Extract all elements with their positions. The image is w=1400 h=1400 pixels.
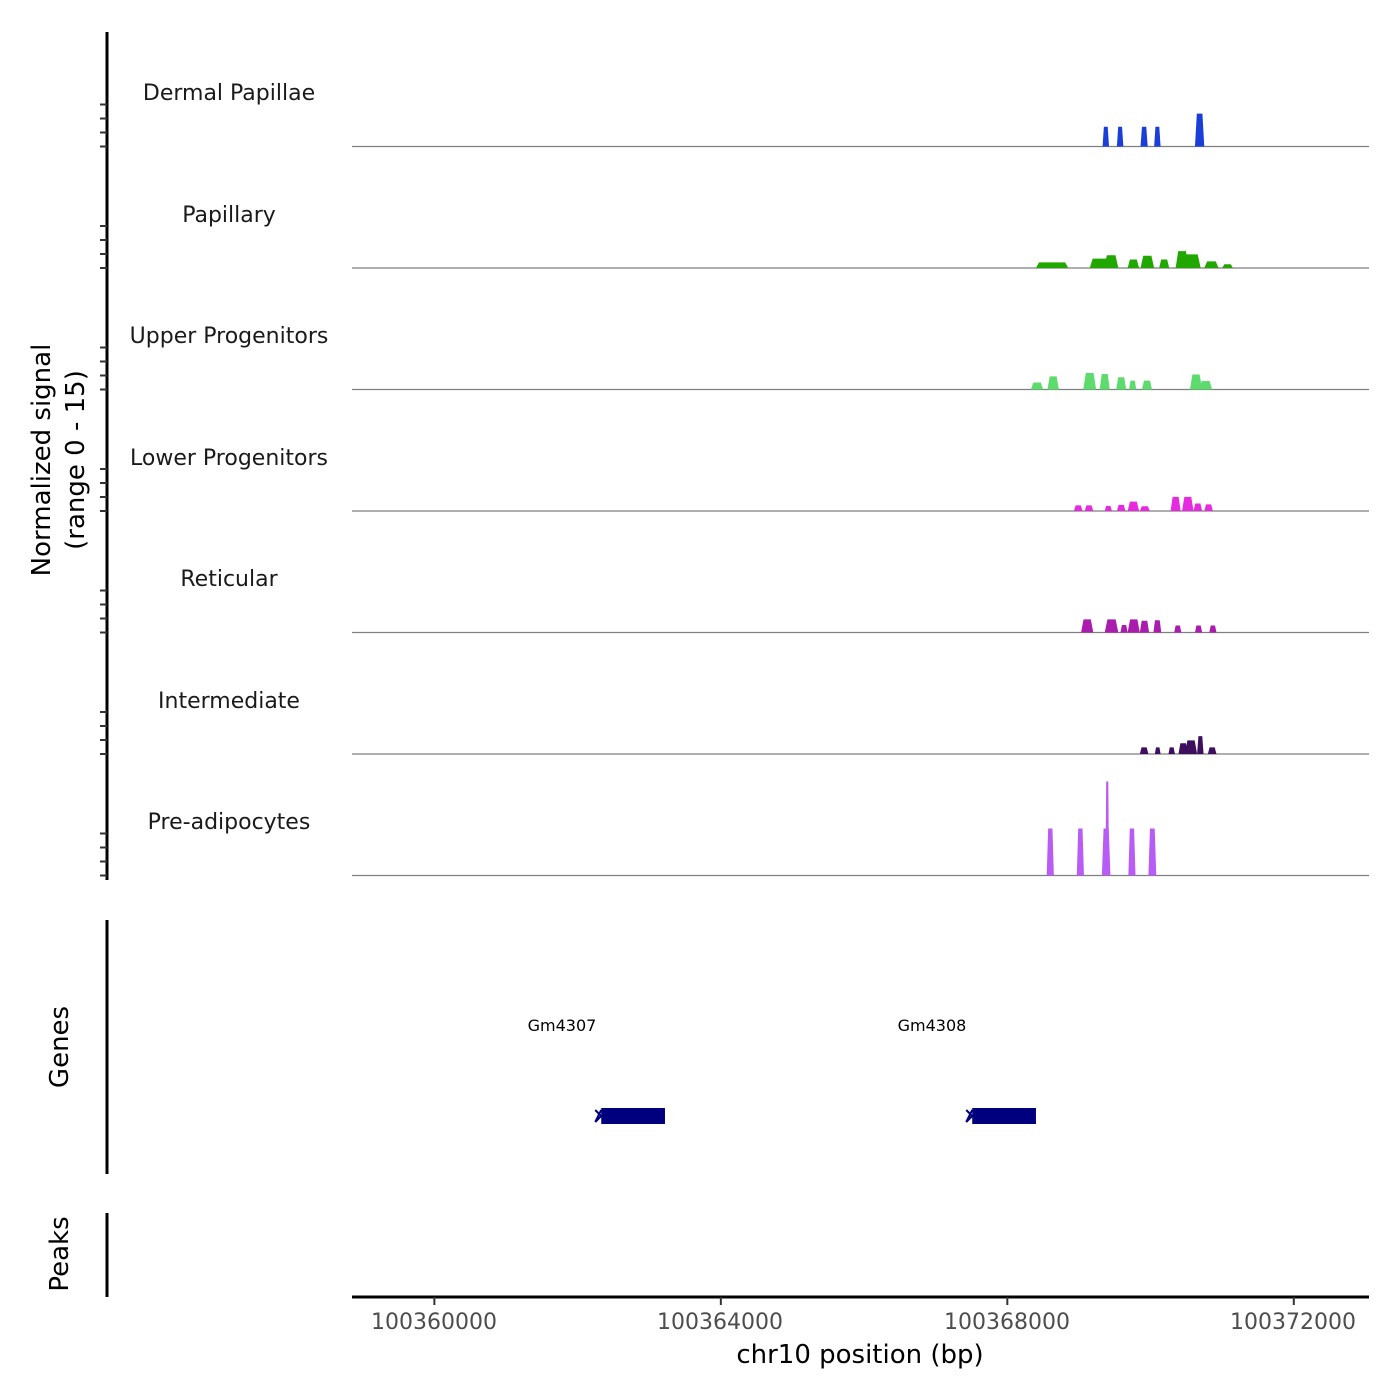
signal-peak-lower-progenitors-7	[1170, 496, 1181, 511]
signal-peak-pre-adipocytes-5	[1128, 828, 1136, 876]
signal-peak-intermediate-1	[1139, 747, 1149, 754]
signal-peak-lower-progenitors-1	[1073, 505, 1083, 511]
signal-peak-upper-progenitors-1	[1030, 382, 1044, 390]
signal-peak-dermal-papillae-4	[1154, 126, 1161, 147]
signal-peak-lower-progenitors-9	[1193, 503, 1203, 511]
signal-peak-papillary-1	[1035, 262, 1069, 268]
x-tick-label-3: 100368000	[944, 1310, 1070, 1335]
y-axis-title-line2: (range 0 - 15)	[61, 370, 91, 550]
signal-peak-lower-progenitors-6	[1139, 506, 1150, 511]
signal-peak-intermediate-5	[1184, 740, 1198, 754]
signal-peak-intermediate-2	[1154, 747, 1161, 754]
signal-peak-papillary-3	[1104, 255, 1119, 268]
signal-peak-reticular-4	[1127, 619, 1140, 633]
track-label-upper-progenitors: Upper Progenitors	[130, 324, 329, 349]
signal-peak-reticular-2	[1104, 619, 1119, 633]
signal-peak-reticular-7	[1174, 625, 1182, 633]
signal-peak-lower-progenitors-5	[1127, 501, 1140, 511]
gene-strand-gm4307	[594, 1109, 603, 1123]
signal-peak-dermal-papillae-3	[1140, 126, 1148, 147]
x-axis-title: chr10 position (bp)	[736, 1340, 983, 1370]
signal-peak-pre-adipocytes-6	[1148, 828, 1157, 876]
signal-peak-upper-progenitors-4	[1099, 373, 1110, 390]
gene-body-gm4308	[972, 1108, 1036, 1124]
signal-peak-lower-progenitors-4	[1116, 504, 1126, 511]
x-tick-label-2: 100364000	[657, 1310, 783, 1335]
signal-peak-upper-progenitors-9	[1199, 381, 1213, 390]
signal-peak-reticular-3	[1120, 624, 1128, 633]
signal-peak-reticular-1	[1081, 619, 1094, 633]
signal-peak-upper-progenitors-8	[1189, 374, 1203, 390]
track-label-papillary: Papillary	[182, 203, 276, 228]
signal-peak-dermal-papillae-1	[1102, 126, 1110, 147]
signal-peak-reticular-5	[1139, 620, 1150, 633]
gene-label-gm4307: Gm4307	[528, 1016, 597, 1035]
signal-peak-papillary-9	[1204, 261, 1219, 268]
gene-strand-gm4308	[965, 1109, 974, 1123]
signal-peak-papillary-6	[1159, 259, 1170, 268]
signal-peak-upper-progenitors-7	[1141, 380, 1152, 390]
signal-peak-upper-progenitors-6	[1129, 380, 1137, 390]
coverage-y-ticks	[100, 103, 107, 877]
peaks-panel-title: Peaks	[45, 1216, 75, 1291]
signal-peak-pre-adipocytes-1	[1046, 828, 1054, 876]
signal-peak-intermediate-7	[1207, 747, 1217, 754]
signal-peak-reticular-9	[1209, 625, 1217, 633]
signal-peak-lower-progenitors-8	[1182, 496, 1194, 511]
gene-annotations	[594, 1108, 1036, 1124]
signal-peak-lower-progenitors-2	[1084, 505, 1094, 511]
track-label-dermal-papillae: Dermal Papillae	[143, 81, 315, 106]
signal-peak-upper-progenitors-3	[1083, 373, 1097, 390]
gene-body-gm4307	[601, 1108, 665, 1124]
signal-peak-pre-adipocytes-2	[1076, 828, 1084, 876]
signal-peak-reticular-8	[1194, 625, 1203, 633]
signal-peak-papillary-4	[1127, 259, 1140, 268]
signal-peak-upper-progenitors-5	[1116, 377, 1127, 390]
gene-label-gm4308: Gm4308	[898, 1016, 967, 1035]
x-tick-label-4: 100372000	[1230, 1310, 1356, 1335]
signal-peak-papillary-8	[1182, 254, 1201, 268]
track-label-pre-adipocytes: Pre-adipocytes	[148, 810, 311, 835]
signal-peak-intermediate-3	[1168, 747, 1175, 754]
y-axis-title-line1: Normalized signal	[27, 344, 57, 577]
genes-panel-title: Genes	[45, 1006, 75, 1088]
signal-peak-papillary-10	[1222, 264, 1233, 268]
signal-peak-intermediate-6	[1197, 736, 1204, 754]
track-label-reticular: Reticular	[180, 567, 278, 592]
track-label-intermediate: Intermediate	[158, 689, 300, 714]
signal-peak-papillary-5	[1140, 255, 1155, 268]
signal-peak-lower-progenitors-3	[1104, 505, 1112, 511]
signal-peak-pre-adipocytes-4	[1105, 781, 1110, 876]
signal-peak-reticular-6	[1153, 620, 1162, 633]
coverage-tracks	[352, 113, 1369, 877]
signal-peak-dermal-papillae-2	[1116, 126, 1124, 147]
x-axis-ticks	[433, 1297, 1295, 1305]
x-tick-label-1: 100360000	[371, 1310, 497, 1335]
track-label-lower-progenitors: Lower Progenitors	[130, 446, 328, 471]
signal-peak-lower-progenitors-10	[1204, 504, 1213, 511]
signal-peak-dermal-papillae-5	[1194, 113, 1205, 147]
signal-peak-upper-progenitors-2	[1047, 376, 1059, 390]
